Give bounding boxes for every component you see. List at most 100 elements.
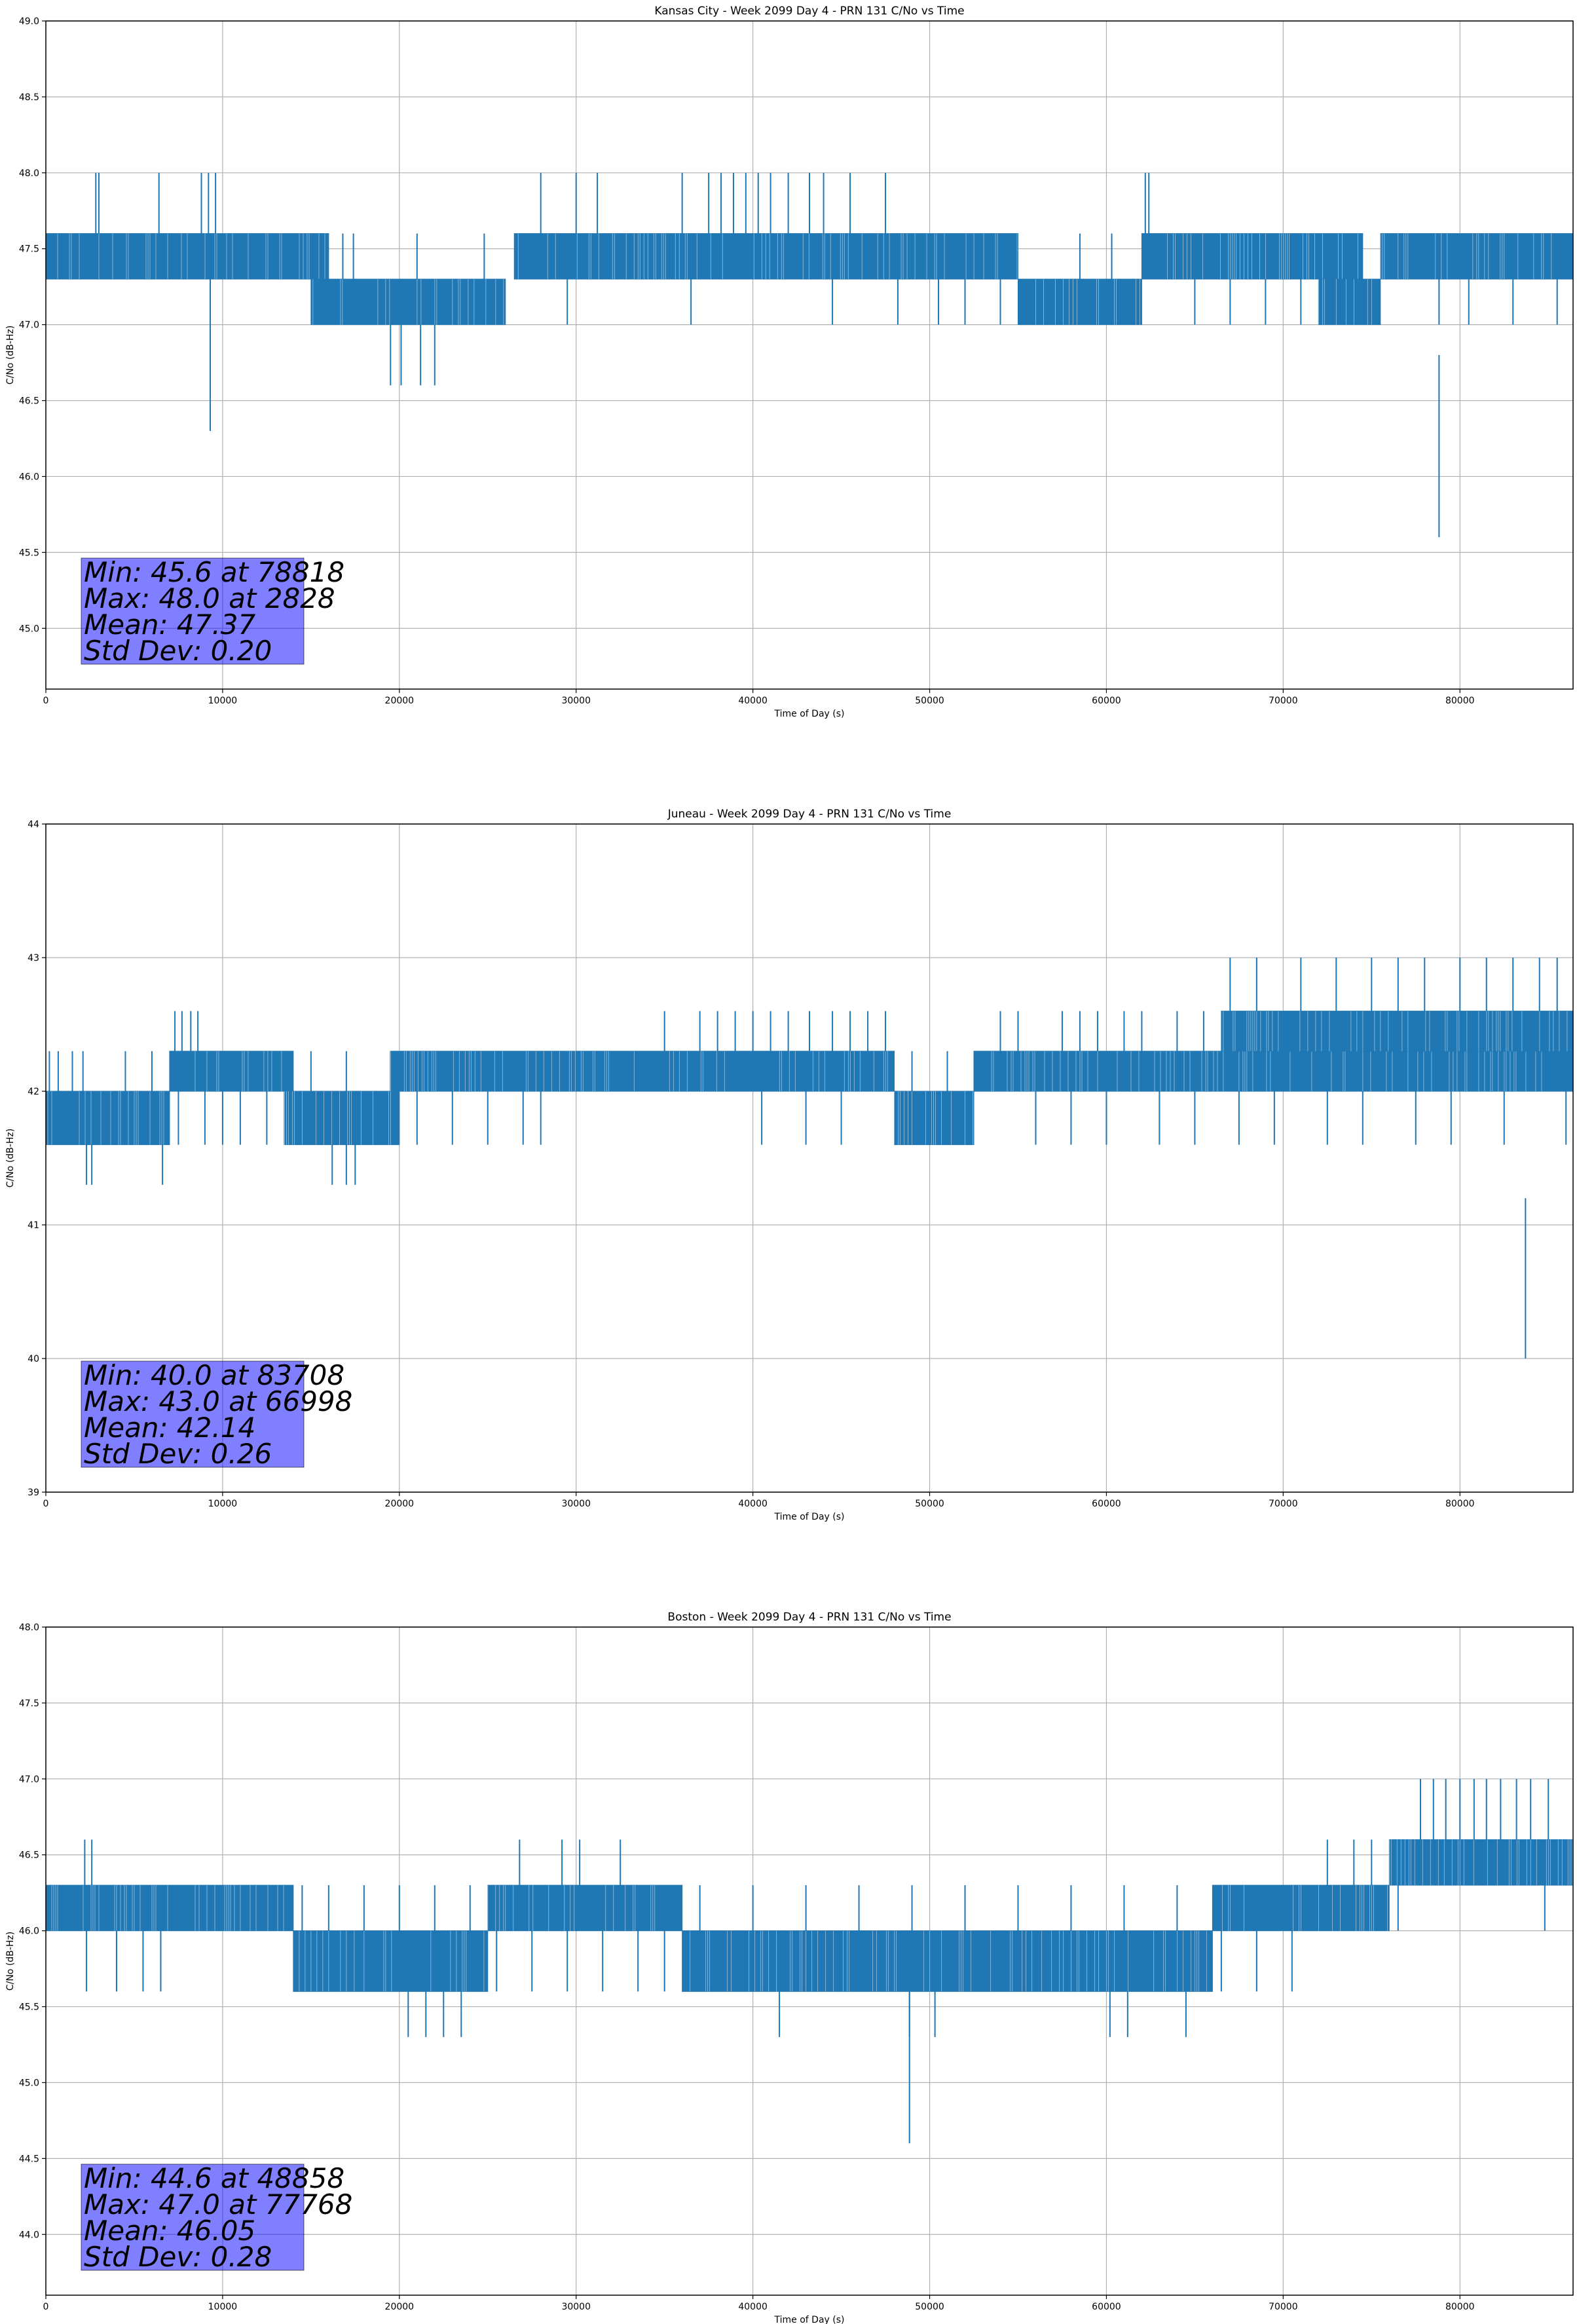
x-axis-label: Time of Day (s) <box>774 2315 845 2324</box>
x-tick-label: 60000 <box>1092 1499 1121 1509</box>
stats-line: Max: 47.0 at 77768 <box>84 2188 352 2221</box>
y-tick-label: 44.0 <box>19 2230 39 2240</box>
x-tick-label: 10000 <box>208 696 238 706</box>
y-tick-label: 48.0 <box>19 168 39 179</box>
y-tick-label: 46.0 <box>19 472 39 482</box>
stats-line: Std Dev: 0.28 <box>84 2241 272 2273</box>
y-tick-label: 43 <box>28 953 39 964</box>
x-tick-label: 0 <box>43 696 49 706</box>
x-tick-label: 20000 <box>385 696 415 706</box>
stats-line: Mean: 47.37 <box>84 609 255 641</box>
y-tick-label: 42 <box>28 1087 39 1097</box>
stats-line: Mean: 42.14 <box>84 1412 255 1444</box>
chart-panel-2: Boston - Week 2099 Day 4 - PRN 131 C/No … <box>5 1611 1574 2324</box>
series-band <box>45 1091 170 1146</box>
x-tick-label: 60000 <box>1092 696 1121 706</box>
stats-box <box>81 557 305 665</box>
series-band <box>284 1091 400 1146</box>
x-tick-label: 50000 <box>915 1499 944 1509</box>
x-tick-label: 50000 <box>915 696 944 706</box>
chart-panel-1: Juneau - Week 2099 Day 4 - PRN 131 C/No … <box>5 808 1574 1522</box>
stats-line: Mean: 46.05 <box>84 2215 255 2247</box>
chart-title: Boston - Week 2099 Day 4 - PRN 131 C/No … <box>667 1611 951 1624</box>
series-band <box>513 233 886 280</box>
y-axis-label: C/No (dB-Hz) <box>5 1932 16 1991</box>
chart-title: Kansas City - Week 2099 Day 4 - PRN 131 … <box>654 5 964 18</box>
x-tick-label: 40000 <box>738 696 768 706</box>
y-tick-label: 49.0 <box>19 16 39 27</box>
series-line <box>45 1778 1574 2144</box>
y-tick-label: 46.5 <box>19 396 39 407</box>
plot-frame <box>45 823 1574 1493</box>
y-tick-label: 47.5 <box>19 1698 39 1709</box>
series-band <box>293 1930 489 1992</box>
y-tick-label: 48.0 <box>19 1622 39 1633</box>
y-tick-label: 44 <box>28 819 39 830</box>
stats-line: Min: 40.0 at 83708 <box>84 1359 344 1391</box>
stats-line: Std Dev: 0.20 <box>84 635 272 667</box>
x-tick-label: 70000 <box>1269 2302 1298 2312</box>
x-tick-label: 80000 <box>1445 696 1475 706</box>
y-tick-label: 46.5 <box>19 1850 39 1861</box>
x-tick-label: 60000 <box>1092 2302 1121 2312</box>
plot-frame <box>45 20 1574 690</box>
stats-line: Min: 44.6 at 48858 <box>84 2162 344 2194</box>
series-band <box>1221 1051 1574 1092</box>
series-band <box>169 1051 294 1092</box>
x-tick-label: 30000 <box>561 2302 591 2312</box>
series-band <box>1141 233 1364 280</box>
x-tick-label: 10000 <box>208 1499 238 1509</box>
series-band <box>390 1051 895 1092</box>
y-tick-label: 39 <box>28 1488 39 1498</box>
y-axis-label: C/No (dB-Hz) <box>5 326 16 384</box>
x-tick-label: 70000 <box>1269 696 1298 706</box>
stats-box <box>81 1360 305 1468</box>
y-tick-label: 45.5 <box>19 548 39 558</box>
series-band <box>1221 1011 1574 1052</box>
plot-frame <box>45 1626 1574 2296</box>
y-tick-label: 47.0 <box>19 320 39 331</box>
x-tick-label: 30000 <box>561 1499 591 1509</box>
x-tick-label: 10000 <box>208 2302 238 2312</box>
series-band <box>487 1884 683 1932</box>
x-axis-label: Time of Day (s) <box>774 709 845 719</box>
series-line <box>45 172 1574 538</box>
x-tick-label: 20000 <box>385 1499 415 1509</box>
series-band <box>1017 278 1142 326</box>
series-line <box>45 958 1574 1359</box>
series-band <box>1318 278 1381 326</box>
y-tick-label: 46.0 <box>19 1926 39 1937</box>
stats-line: Std Dev: 0.26 <box>84 1438 272 1470</box>
stats-line: Max: 43.0 at 66998 <box>84 1385 352 1417</box>
x-tick-label: 80000 <box>1445 1499 1475 1509</box>
stats-line: Min: 45.6 at 78818 <box>84 556 344 588</box>
x-tick-label: 40000 <box>738 2302 768 2312</box>
chart-title: Juneau - Week 2099 Day 4 - PRN 131 C/No … <box>667 808 952 821</box>
stats-box <box>81 2164 305 2271</box>
y-tick-label: 45.0 <box>19 2078 39 2088</box>
y-tick-label: 47.5 <box>19 244 39 255</box>
y-tick-label: 40 <box>28 1354 39 1364</box>
x-tick-label: 30000 <box>561 696 591 706</box>
x-tick-label: 40000 <box>738 1499 768 1509</box>
y-tick-label: 45.0 <box>19 624 39 634</box>
x-tick-label: 80000 <box>1445 2302 1475 2312</box>
y-axis-label: C/No (dB-Hz) <box>5 1129 16 1188</box>
y-tick-label: 44.5 <box>19 2154 39 2164</box>
y-tick-label: 41 <box>28 1220 39 1231</box>
x-tick-label: 50000 <box>915 2302 944 2312</box>
y-tick-label: 47.0 <box>19 1774 39 1785</box>
series-band <box>894 1091 974 1146</box>
x-axis-label: Time of Day (s) <box>774 1512 845 1522</box>
x-tick-label: 70000 <box>1269 1499 1298 1509</box>
stats-line: Max: 48.0 at 2828 <box>84 582 335 614</box>
series-band <box>310 278 506 326</box>
x-tick-label: 0 <box>43 1499 49 1509</box>
y-tick-label: 45.5 <box>19 2002 39 2013</box>
x-tick-label: 0 <box>43 2302 49 2312</box>
y-tick-label: 48.5 <box>19 92 39 103</box>
series-band <box>682 1930 1213 1992</box>
series-band <box>885 233 1018 280</box>
x-tick-label: 20000 <box>385 2302 415 2312</box>
